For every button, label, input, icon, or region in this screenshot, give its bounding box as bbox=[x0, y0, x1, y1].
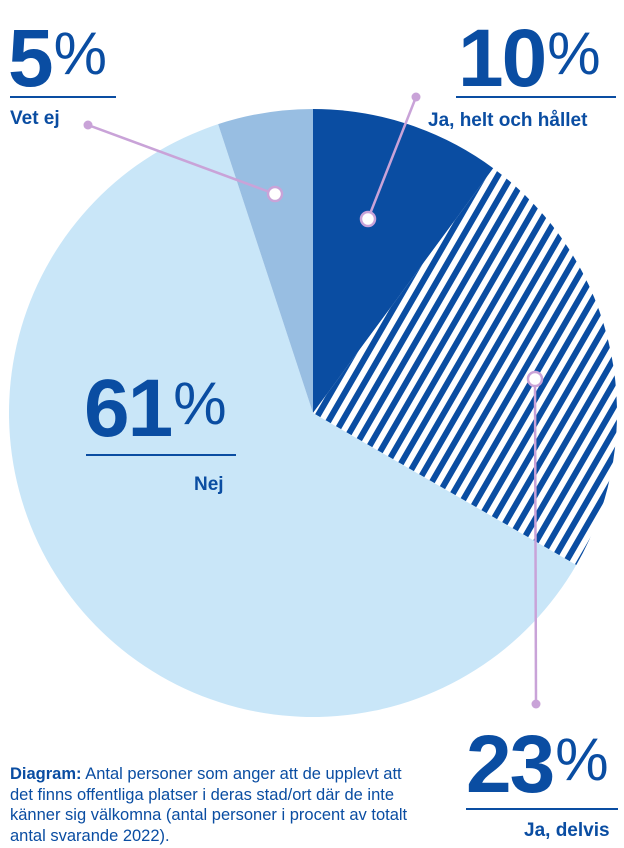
leader-ja-helt bbox=[366, 96, 418, 220]
caption-lead: Diagram: bbox=[10, 765, 82, 783]
label-vet-ej: Vet ej bbox=[10, 108, 60, 129]
label-rule bbox=[456, 96, 616, 98]
slice-nej bbox=[8, 124, 577, 717]
leader-ja-helt-marker bbox=[359, 210, 377, 228]
value-nej: 61 bbox=[84, 363, 173, 454]
percent-sign: % bbox=[173, 370, 226, 437]
pct-ja-helt: 10% bbox=[458, 18, 601, 100]
leader-ja-helt-end-dot bbox=[411, 92, 421, 102]
pct-vet-ej: 5% bbox=[8, 18, 107, 100]
label-ja-helt: Ja, helt och hållet bbox=[428, 110, 588, 131]
percent-sign: % bbox=[547, 20, 600, 87]
caption: Diagram: Antal personer som anger att de… bbox=[10, 764, 410, 846]
caption-text: Antal personer som anger att de upplevt … bbox=[10, 765, 408, 845]
leader-vet-ej bbox=[87, 123, 276, 196]
label-rule bbox=[466, 808, 618, 810]
value-ja-helt: 10 bbox=[458, 13, 547, 104]
leader-vet-ej-marker bbox=[266, 185, 284, 203]
label-rule bbox=[86, 454, 236, 456]
percent-sign: % bbox=[53, 20, 107, 87]
label-rule bbox=[10, 96, 116, 98]
leader-ja-delvis-marker bbox=[526, 370, 544, 388]
leader-vet-ej-end-dot bbox=[83, 120, 93, 130]
leader-ja-delvis-end-dot bbox=[531, 699, 541, 709]
label-ja-delvis: Ja, delvis bbox=[524, 820, 610, 841]
value-ja-delvis: 23 bbox=[466, 719, 555, 810]
leader-ja-delvis bbox=[533, 378, 538, 705]
percent-sign: % bbox=[555, 726, 608, 793]
value-vet-ej: 5 bbox=[8, 13, 54, 104]
label-nej: Nej bbox=[194, 474, 224, 495]
pct-nej: 61% bbox=[84, 368, 227, 450]
pct-ja-delvis: 23% bbox=[466, 724, 609, 806]
slice-ja-delvis bbox=[313, 168, 618, 565]
slice-vet-ej bbox=[218, 109, 313, 413]
slice-ja-helt-och-hallet bbox=[313, 109, 494, 413]
